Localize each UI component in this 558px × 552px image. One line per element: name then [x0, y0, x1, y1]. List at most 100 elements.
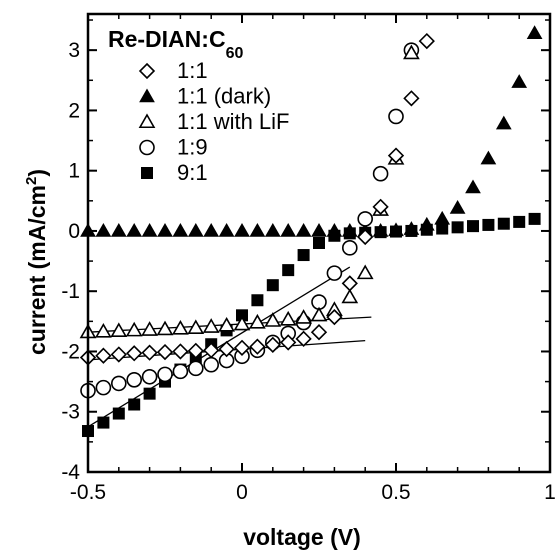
data-point	[249, 222, 266, 237]
data-point	[234, 222, 250, 237]
data-point	[203, 356, 219, 373]
data-point	[449, 200, 466, 214]
data-point	[418, 32, 435, 50]
data-point	[326, 308, 343, 326]
y-axis-title-end: )	[24, 169, 50, 177]
legend-label: 1:1 (dark)	[177, 84, 271, 109]
data-point	[326, 222, 343, 237]
data-point	[372, 165, 389, 182]
data-point	[249, 338, 266, 355]
data-point	[233, 339, 251, 356]
data-point	[128, 398, 141, 411]
y-tick-label: 2	[68, 99, 80, 122]
legend-title-main: Re-DIAN:C	[108, 26, 226, 52]
data-point	[297, 249, 310, 262]
data-point	[511, 74, 528, 88]
y-tick-label: -3	[61, 401, 80, 424]
data-point	[280, 222, 297, 237]
data-point	[111, 375, 127, 392]
y-axis-title-main: current (mA/cm	[24, 185, 50, 355]
data-point	[295, 309, 312, 324]
data-point	[187, 342, 204, 360]
legend-marker	[139, 139, 155, 156]
data-point	[341, 222, 358, 237]
legend-marker	[138, 113, 156, 129]
y-tick-label: 0	[68, 220, 80, 243]
data-point	[388, 222, 404, 237]
data-point	[125, 321, 143, 337]
y-tick-label: -1	[61, 280, 80, 303]
data-point	[172, 363, 189, 380]
data-point	[403, 90, 420, 107]
data-point	[465, 179, 481, 194]
y-axis-title: current (mA/cm2)	[23, 169, 50, 355]
data-point	[141, 222, 158, 237]
series-group	[79, 32, 435, 366]
data-point	[295, 330, 312, 347]
plot-frame	[86, 12, 552, 474]
data-point	[357, 228, 374, 246]
data-point	[97, 416, 110, 429]
data-point	[249, 313, 266, 329]
data-point	[526, 25, 543, 40]
legend-title: Re-DIAN:C60	[108, 26, 243, 62]
data-point	[310, 324, 328, 341]
data-point	[218, 316, 235, 332]
data-point	[143, 387, 156, 400]
legend-label: 9:1	[177, 160, 208, 185]
data-point	[203, 342, 220, 359]
data-point	[341, 288, 359, 304]
data-point	[403, 44, 420, 60]
data-point	[495, 115, 512, 130]
data-point	[203, 222, 220, 237]
data-point	[467, 220, 479, 233]
legend-label: 1:9	[177, 135, 208, 160]
legend: Re-DIAN:C60 1:11:1 (dark)1:1 with LiF1:9…	[108, 26, 290, 185]
legend-label: 1:1 with LiF	[177, 109, 290, 134]
data-point	[403, 221, 420, 235]
data-point	[280, 334, 297, 351]
data-point	[436, 222, 449, 235]
data-point	[264, 222, 281, 237]
data-point	[251, 294, 264, 307]
data-point	[528, 212, 541, 225]
data-point	[497, 217, 510, 230]
data-point	[388, 108, 404, 125]
data-point	[480, 150, 497, 165]
data-point	[295, 222, 312, 237]
data-point	[110, 222, 127, 237]
data-point	[356, 264, 374, 280]
data-point	[357, 211, 374, 227]
legend-marker	[139, 88, 155, 103]
data-point	[95, 322, 112, 338]
data-point	[156, 320, 174, 336]
data-point	[233, 315, 251, 331]
y-axis-title-superscript: 2	[23, 177, 40, 185]
y-tick-label: 1	[68, 160, 80, 183]
data-point	[236, 309, 248, 322]
y-tick-label: -2	[61, 340, 80, 363]
legend-title-subscript: 60	[226, 45, 244, 62]
x-tick-label: 1	[544, 481, 556, 504]
data-point	[112, 407, 125, 420]
data-point	[218, 340, 235, 358]
data-point	[482, 218, 495, 231]
legend-marker	[141, 167, 153, 179]
data-point	[513, 215, 526, 228]
series-group	[80, 25, 543, 237]
data-point	[311, 222, 327, 237]
data-point	[110, 346, 127, 363]
data-point	[157, 366, 173, 383]
x-tick-label: -0.5	[70, 481, 106, 504]
data-point	[172, 222, 189, 237]
x-tick-label: 0.5	[381, 481, 410, 504]
x-axis-title: voltage (V)	[243, 524, 361, 550]
data-point	[451, 221, 464, 234]
data-point	[187, 319, 205, 335]
y-tick-label: -4	[61, 461, 80, 484]
data-point	[95, 379, 112, 396]
data-point	[218, 222, 235, 237]
data-point	[341, 240, 358, 256]
